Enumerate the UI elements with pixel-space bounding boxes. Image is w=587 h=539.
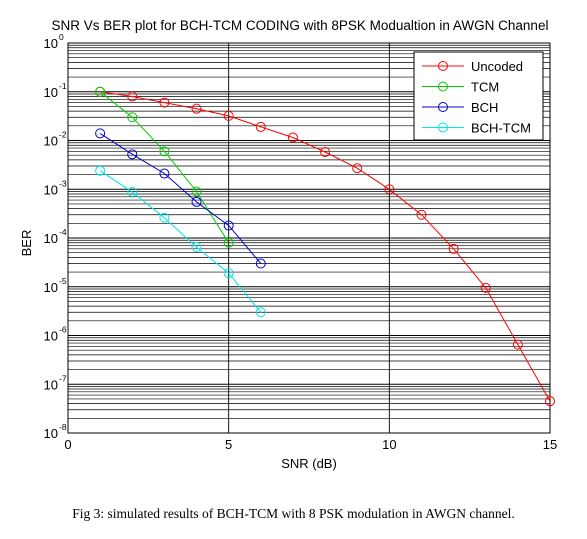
y-tick-label: 10: [44, 329, 58, 344]
data-point-uncoded: [480, 282, 491, 293]
data-point-tcm: [127, 112, 138, 123]
data-point-uncoded: [416, 209, 427, 220]
y-tick-exponent: 0: [59, 32, 64, 42]
data-point-bch-tcm: [191, 242, 202, 253]
data-point-bch-tcm: [159, 212, 170, 223]
data-point-bch: [255, 258, 266, 269]
y-tick-exponent: -4: [59, 227, 67, 237]
y-tick-label: 10: [44, 280, 58, 295]
y-tick-label: 10: [44, 85, 58, 100]
legend-label-bch-tcm: BCH-TCM: [471, 121, 531, 136]
legend-marker-bch: [438, 102, 448, 112]
data-point-tcm: [223, 237, 234, 248]
figure-caption: Fig 3: simulated results of BCH-TCM with…: [72, 506, 515, 521]
data-point-bch: [127, 149, 138, 160]
series-tcm: [95, 86, 234, 248]
x-tick-label: 5: [225, 437, 232, 452]
data-point-uncoded: [191, 103, 202, 114]
y-axis-label: BER: [19, 230, 34, 257]
legend-marker-tcm: [438, 81, 448, 92]
y-tick-exponent: -6: [59, 325, 67, 335]
x-tick-label: 15: [543, 437, 557, 452]
legend: Uncoded TCM BCH BCH-TCM: [413, 51, 544, 141]
legend-marker-bch-tcm: [438, 122, 448, 133]
data-point-bch-tcm: [255, 307, 266, 318]
y-tick-exponent: -5: [59, 276, 67, 286]
y-tick-label: 10: [44, 36, 58, 51]
y-tick-exponent: -8: [59, 422, 67, 432]
x-axis-label: SNR (dB): [281, 456, 337, 471]
series-bch-tcm: [95, 165, 266, 318]
legend-label-uncoded: Uncoded: [471, 59, 523, 74]
data-point-uncoded: [223, 110, 234, 121]
data-point-uncoded: [255, 121, 266, 132]
series-line-bch: [99, 132, 262, 264]
series-bch: [95, 128, 266, 269]
x-tick-label: 10: [382, 437, 396, 452]
ber-chart: SNR Vs BER plot for BCH-TCM CODING with …: [19, 18, 558, 471]
series-line-uncoded: [100, 91, 551, 402]
data-point-uncoded: [320, 147, 331, 158]
data-point-bch: [223, 220, 234, 231]
data-point-uncoded: [512, 339, 523, 350]
y-tick-exponent: -7: [59, 373, 67, 383]
y-tick-label: 10: [44, 377, 58, 392]
chart-title: SNR Vs BER plot for BCH-TCM CODING with …: [52, 18, 549, 33]
y-tick-exponent: -3: [59, 178, 67, 188]
legend-label-tcm: TCM: [471, 80, 499, 95]
data-point-uncoded: [448, 243, 459, 254]
data-point-bch: [191, 196, 202, 207]
data-point-uncoded: [545, 396, 555, 407]
y-tick-label: 10: [44, 182, 58, 197]
data-point-tcm: [95, 86, 106, 97]
data-point-uncoded: [384, 184, 395, 195]
data-point-uncoded: [127, 91, 138, 102]
data-point-bch: [159, 168, 170, 179]
y-tick-exponent: -1: [59, 81, 67, 91]
data-point-bch-tcm: [95, 165, 106, 176]
legend-label-bch: BCH: [471, 100, 498, 115]
data-point-tcm: [159, 146, 170, 157]
y-tick-label: 10: [44, 426, 58, 441]
series-line-bch-tcm: [99, 170, 262, 313]
y-tick-label: 10: [44, 231, 58, 246]
plot-frame: [67, 42, 551, 434]
data-point-bch: [95, 128, 106, 139]
data-point-uncoded: [352, 163, 363, 174]
x-tick-label: 0: [64, 437, 71, 452]
legend-box: [413, 51, 544, 141]
series-uncoded: [95, 86, 555, 407]
legend-marker-uncoded: [438, 61, 448, 71]
y-tick-exponent: -2: [59, 130, 67, 140]
data-point-uncoded: [287, 132, 298, 143]
series-layer: [95, 86, 555, 407]
data-point-bch-tcm: [127, 186, 138, 197]
y-tick-label: 10: [44, 134, 58, 149]
data-point-tcm: [191, 186, 202, 197]
data-point-bch-tcm: [223, 268, 234, 279]
series-line-tcm: [99, 91, 230, 243]
data-point-uncoded: [159, 97, 170, 108]
